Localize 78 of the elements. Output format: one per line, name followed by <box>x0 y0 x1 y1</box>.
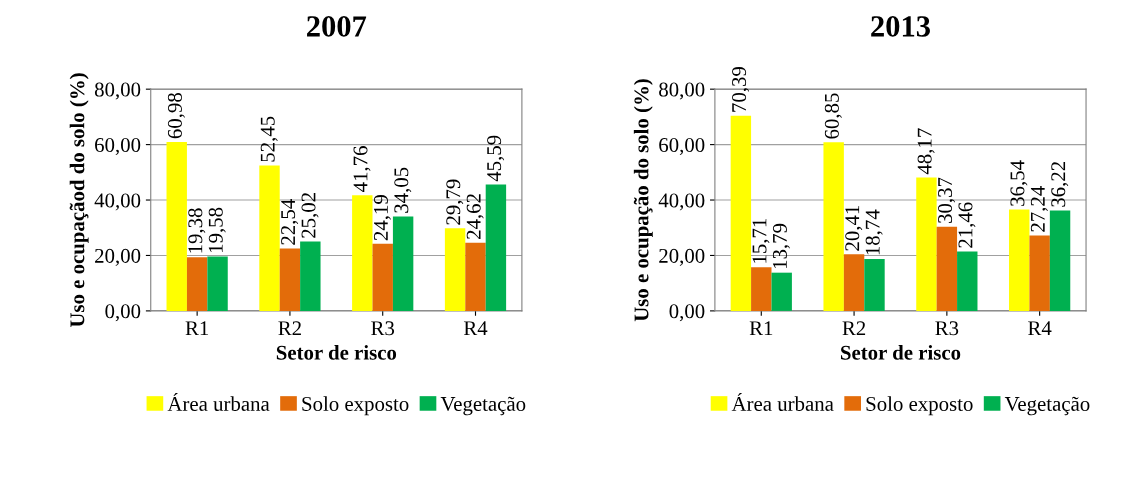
data-label: 48,17 <box>917 128 935 175</box>
x-tick-label: R3 <box>935 321 959 336</box>
bar <box>1049 210 1071 311</box>
x-tick-label: R3 <box>371 321 395 336</box>
data-label: 30,37 <box>938 177 956 223</box>
data-label: 24,62 <box>466 194 484 239</box>
legend-label: Vegetação <box>1004 396 1090 416</box>
bar <box>771 272 792 311</box>
data-label: 19,38 <box>188 208 206 253</box>
data-label: 45,59 <box>487 135 505 182</box>
y-tick-label: 80,00 <box>94 82 141 100</box>
bar <box>300 241 321 311</box>
data-label: 24,19 <box>373 195 391 241</box>
x-axis-title: Setor de risco <box>276 345 397 360</box>
bar <box>444 228 466 311</box>
bar <box>392 216 414 311</box>
data-label: 60,98 <box>167 93 185 139</box>
x-tick-label: R2 <box>842 321 866 336</box>
chart-title: 2013 <box>871 16 930 37</box>
bar <box>372 243 393 311</box>
y-tick-label: 80,00 <box>659 82 705 100</box>
data-label: 70,39 <box>732 67 750 112</box>
data-label: 25,02 <box>301 193 319 238</box>
x-tick-label: R1 <box>749 321 773 336</box>
bar <box>1009 209 1030 311</box>
data-label: 29,79 <box>446 179 464 225</box>
y-axis-title: Uso e ocupação do solo (%) <box>633 79 653 322</box>
bar <box>730 115 752 311</box>
data-label: 41,76 <box>353 146 371 192</box>
bar <box>465 242 486 311</box>
bar <box>259 165 280 311</box>
y-tick-label: 20,00 <box>659 248 705 266</box>
y-tick-label: 60,00 <box>659 137 705 156</box>
data-label: 19,58 <box>208 207 226 253</box>
x-tick-label: R4 <box>1028 321 1052 336</box>
bar <box>166 141 187 311</box>
bar <box>916 177 937 311</box>
y-tick-label: 0,00 <box>105 304 141 322</box>
data-label: 27,24 <box>1030 186 1048 232</box>
bar <box>823 142 844 311</box>
x-tick-label: R4 <box>463 321 488 336</box>
data-label: 52,45 <box>260 116 278 162</box>
data-label: 60,85 <box>824 93 842 139</box>
bar <box>186 257 208 311</box>
bar <box>279 248 301 311</box>
bar <box>352 195 373 311</box>
data-label: 13,79 <box>772 223 790 269</box>
data-label: 36,22 <box>1051 162 1069 207</box>
data-label: 20,41 <box>845 205 863 251</box>
legend-label: Solo exposto <box>866 396 973 416</box>
bar <box>751 267 772 311</box>
bar <box>864 258 885 311</box>
bar <box>207 256 228 311</box>
legend-label: Vegetação <box>440 396 526 416</box>
data-label: 34,05 <box>394 167 412 213</box>
chart-title: 2007 <box>307 16 367 37</box>
bar <box>843 254 865 311</box>
x-tick-label: R2 <box>278 321 301 336</box>
y-tick-label: 40,00 <box>94 193 141 211</box>
data-label: 15,71 <box>752 218 770 263</box>
bar <box>1029 235 1050 311</box>
x-tick-label: R1 <box>185 321 209 336</box>
y-axis-title: Uso e ocupaçãod do solo (%) <box>69 73 89 328</box>
data-label: 36,54 <box>1010 160 1028 206</box>
y-tick-label: 40,00 <box>658 193 705 211</box>
x-axis-title: Setor de risco <box>841 345 961 360</box>
bar <box>957 251 978 311</box>
data-label: 22,54 <box>281 199 299 245</box>
bar <box>485 184 507 311</box>
legend-label: Solo exposto <box>302 396 409 416</box>
y-tick-label: 20,00 <box>95 248 141 266</box>
data-label: 21,46 <box>958 202 976 248</box>
data-label: 18,74 <box>865 209 883 255</box>
y-tick-label: 0,00 <box>669 304 705 322</box>
legend-label: Área urbana <box>731 392 834 411</box>
bar <box>936 226 958 311</box>
y-tick-label: 60,00 <box>95 137 141 156</box>
legend-label: Área urbana <box>167 392 270 411</box>
